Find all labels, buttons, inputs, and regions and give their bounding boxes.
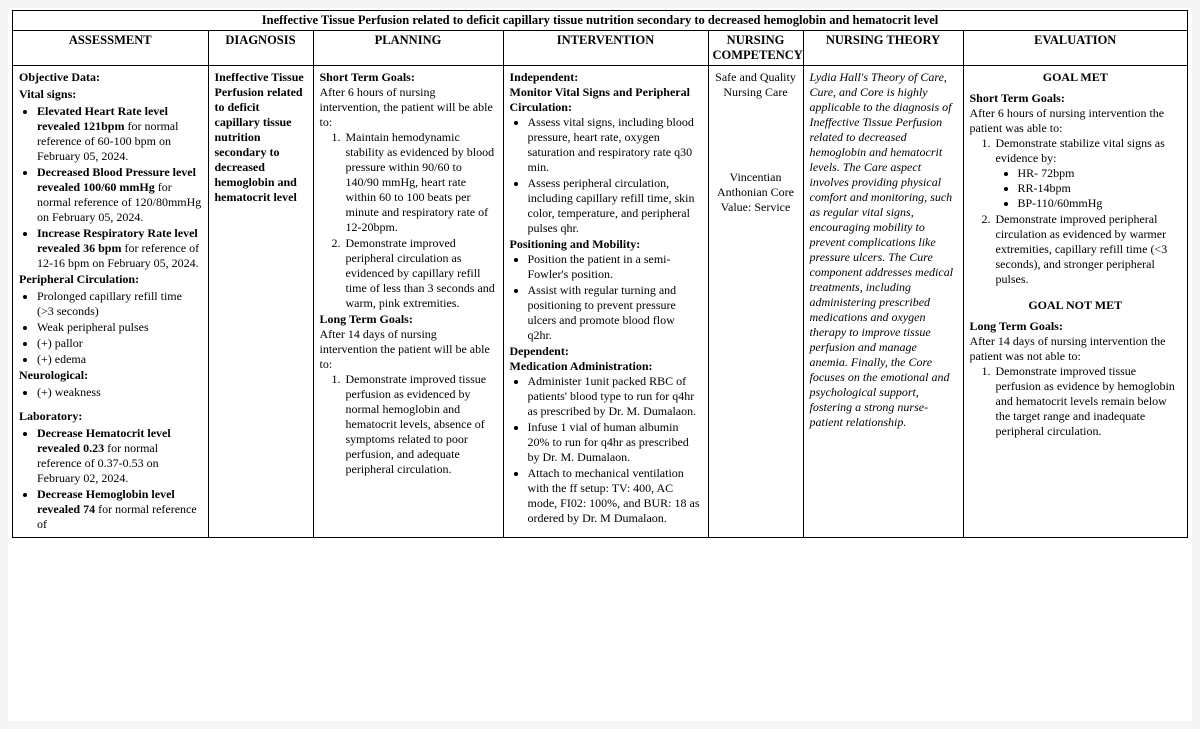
list-item: Assess peripheral circulation, including… [528, 176, 702, 236]
list-item: BP-110/60mmHg [1018, 196, 1182, 211]
hdr-planning: PLANNING [313, 31, 503, 66]
long-term-intro: After 14 days of nursing intervention th… [320, 327, 497, 372]
eval-long-label: Long Term Goals: [970, 319, 1182, 334]
list-item: Position the patient in a semi-Fowler's … [528, 252, 702, 282]
list-item: Infuse 1 vial of human albumin 20% to ru… [528, 420, 702, 465]
list-item: Weak peripheral pulses [37, 320, 202, 335]
neuro-list: (+) weakness [19, 385, 202, 400]
peripheral-list: Prolonged capillary refill time (>3 seco… [19, 289, 202, 367]
list-item: Decreased Blood Pressure level revealed … [37, 165, 202, 225]
care-plan-table: Ineffective Tissue Perfusion related to … [12, 10, 1188, 538]
short-term-label: Short Term Goals: [320, 70, 497, 85]
list-item: Attach to mechanical ventilation with th… [528, 466, 702, 526]
short-term-intro: After 6 hours of nursing intervention, t… [320, 85, 497, 130]
item-bold: Decreased Blood Pressure level revealed … [37, 165, 196, 194]
long-term-list: Demonstrate improved tissue perfusion as… [320, 372, 497, 477]
hdr-theory: NURSING THEORY [803, 31, 963, 66]
list-item: (+) weakness [37, 385, 202, 400]
eval-short-intro: After 6 hours of nursing intervention th… [970, 106, 1182, 136]
lab-list: Decrease Hematocrit level revealed 0.23 … [19, 426, 202, 532]
objective-data-label: Objective Data: [19, 70, 202, 85]
vitals-bullets: HR- 72bpm RR-14bpm BP-110/60mmHg [996, 166, 1182, 211]
cell-evaluation: GOAL MET Short Term Goals: After 6 hours… [963, 66, 1187, 537]
monitor-label: Monitor Vital Signs and Peripheral Circu… [510, 85, 702, 115]
list-item: Maintain hemodynamic stability as eviden… [344, 130, 497, 235]
list-item: Demonstrate stabilize vital signs as evi… [994, 136, 1182, 211]
list-item: RR-14bpm [1018, 181, 1182, 196]
content-row: Objective Data: Vital signs: Elevated He… [13, 66, 1187, 537]
list-item: Decrease Hemoglobin level revealed 74 fo… [37, 487, 202, 532]
list-item: Elevated Heart Rate level revealed 121bp… [37, 104, 202, 164]
list-item: Decrease Hematocrit level revealed 0.23 … [37, 426, 202, 486]
eval-short-list: Demonstrate stabilize vital signs as evi… [970, 136, 1182, 287]
cell-planning: Short Term Goals: After 6 hours of nursi… [313, 66, 503, 537]
list-item: Demonstrate improved tissue perfusion as… [994, 364, 1182, 439]
vital-signs-list: Elevated Heart Rate level revealed 121bp… [19, 104, 202, 271]
competency-2: Vincentian Anthonian Core Value: Service [715, 170, 797, 215]
positioning-label: Positioning and Mobility: [510, 237, 702, 252]
hdr-evaluation: EVALUATION [963, 31, 1187, 66]
cell-assessment: Objective Data: Vital signs: Elevated He… [13, 66, 208, 537]
table-title: Ineffective Tissue Perfusion related to … [13, 11, 1187, 31]
eval-long-list: Demonstrate improved tissue perfusion as… [970, 364, 1182, 439]
goal-met-label: GOAL MET [970, 70, 1182, 85]
list-item: Assess vital signs, including blood pres… [528, 115, 702, 175]
eval-short-label: Short Term Goals: [970, 91, 1182, 106]
theory-text: Lydia Hall's Theory of Care, Cure, and C… [810, 70, 957, 430]
positioning-list: Position the patient in a semi-Fowler's … [510, 252, 702, 343]
competency-1: Safe and Quality Nursing Care [715, 70, 797, 100]
vital-signs-label: Vital signs: [19, 87, 202, 102]
medication-list: Administer 1unit packed RBC of patients'… [510, 374, 702, 526]
list-item: Increase Respiratory Rate level revealed… [37, 226, 202, 271]
page: Ineffective Tissue Perfusion related to … [8, 8, 1192, 721]
item-text: Demonstrate stabilize vital signs as evi… [996, 136, 1165, 165]
peripheral-label: Peripheral Circulation: [19, 272, 202, 287]
cell-diagnosis: Ineffective Tissue Perfusion related to … [208, 66, 313, 537]
hdr-competency: NURSING COMPETENCY [708, 31, 803, 66]
list-item: Assist with regular turning and position… [528, 283, 702, 343]
short-term-list: Maintain hemodynamic stability as eviden… [320, 130, 497, 311]
medication-label: Medication Administration: [510, 359, 702, 374]
goal-not-met-label: GOAL NOT MET [970, 298, 1182, 313]
list-item: (+) pallor [37, 336, 202, 351]
cell-intervention: Independent: Monitor Vital Signs and Per… [503, 66, 708, 537]
long-term-label: Long Term Goals: [320, 312, 497, 327]
cell-competency: Safe and Quality Nursing Care Vincentian… [708, 66, 803, 537]
eval-long-intro: After 14 days of nursing intervention th… [970, 334, 1182, 364]
cell-theory: Lydia Hall's Theory of Care, Cure, and C… [803, 66, 963, 537]
hdr-intervention: INTERVENTION [503, 31, 708, 66]
diagnosis-text: Ineffective Tissue Perfusion related to … [215, 70, 307, 205]
list-item: HR- 72bpm [1018, 166, 1182, 181]
list-item: Demonstrate improved peripheral circulat… [344, 236, 497, 311]
list-item: Demonstrate improved peripheral circulat… [994, 212, 1182, 287]
hdr-assessment: ASSESSMENT [13, 31, 208, 66]
monitor-list: Assess vital signs, including blood pres… [510, 115, 702, 236]
neuro-label: Neurological: [19, 368, 202, 383]
dependent-label: Dependent: [510, 344, 702, 359]
independent-label: Independent: [510, 70, 702, 85]
list-item: Demonstrate improved tissue perfusion as… [344, 372, 497, 477]
list-item: Administer 1unit packed RBC of patients'… [528, 374, 702, 419]
list-item: (+) edema [37, 352, 202, 367]
hdr-diagnosis: DIAGNOSIS [208, 31, 313, 66]
lab-label: Laboratory: [19, 409, 202, 424]
header-row: ASSESSMENT DIAGNOSIS PLANNING INTERVENTI… [13, 31, 1187, 66]
list-item: Prolonged capillary refill time (>3 seco… [37, 289, 202, 319]
